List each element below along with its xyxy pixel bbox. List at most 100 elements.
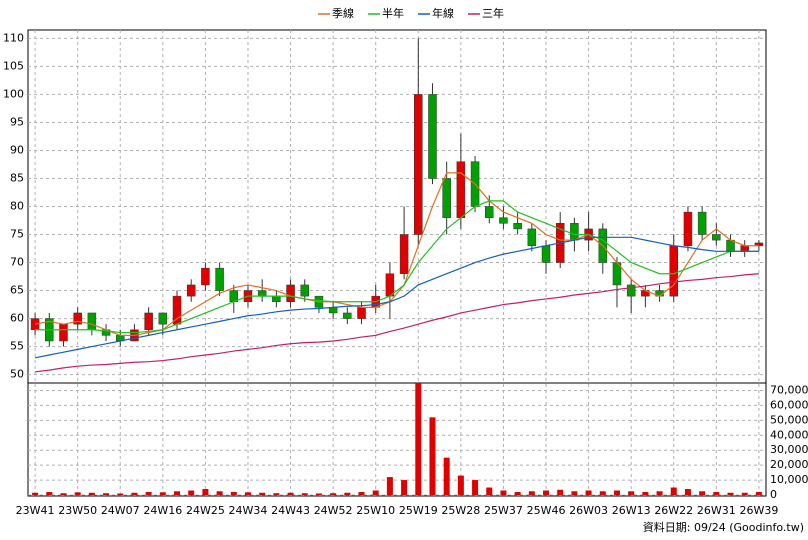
y-tick-label: 90 [10,143,24,156]
candle-body [740,245,749,252]
candle-body [456,161,466,218]
y-tick-label: 80 [10,200,24,213]
legend-label: 三年 [482,6,504,20]
candle-body [499,217,508,224]
candle-body [683,211,693,246]
volume-bar [443,457,450,495]
volume-bar [628,491,635,495]
y-tick-label: 105 [3,59,24,72]
x-tick-label: 24W34 [229,504,268,517]
y-tick-label: 50,000 [770,413,808,426]
candle-body [541,245,551,263]
candle-body [485,206,494,218]
ma-line [34,236,759,359]
candle-body [414,94,423,235]
y-tick-label: 55 [10,340,24,353]
x-tick-label: 24W16 [143,504,182,517]
volume-bar [46,492,53,495]
candle-body [399,234,409,274]
volume-bar [613,490,620,495]
volume-bar [103,493,110,495]
candle-body [73,312,82,325]
y-tick-label: 110 [3,31,24,44]
x-tick-label: 24W52 [314,504,353,517]
volume-bar [344,492,351,495]
volume-bar [585,490,592,495]
x-tick-label: 23W41 [16,504,55,517]
candle-body [328,307,338,314]
candle-body [201,267,210,286]
candle-body [697,211,707,235]
volume-bar [486,487,493,495]
x-tick-label: 26W03 [569,504,608,517]
y-tick-label: 85 [10,171,24,184]
volume-bar [684,489,691,495]
volume-bar [174,491,181,495]
volume-bar [500,490,507,495]
volume-bar [145,492,152,495]
candle-body [626,284,636,297]
y-tick-label: 95 [10,115,24,128]
x-tick-label: 26W13 [612,504,651,517]
candle-body [144,312,153,331]
volume-bar [315,493,322,495]
volume-bar [741,492,748,495]
volume-bar [401,480,408,495]
candle-body [357,307,366,319]
volume-bar [159,492,166,495]
volume-bar [287,492,294,495]
x-tick-label: 26W39 [739,504,778,517]
x-tick-label: 25W10 [356,504,395,517]
volume-bar [131,492,138,495]
candle-body [669,245,678,297]
volume-bar [330,493,337,495]
candle-body [158,312,168,325]
volume-bar [713,492,720,495]
candle-body [385,273,395,297]
volume-bar [429,417,436,495]
candle-body [186,284,196,297]
x-tick-label: 26W22 [654,504,693,517]
candle-body [343,312,352,319]
x-tick-label: 23W50 [58,504,97,517]
candle-body [215,267,224,291]
volume-bar [642,492,649,495]
volume-bar [755,492,762,495]
candle-body [300,284,309,297]
y-tick-label: 75 [10,228,24,241]
y-tick-label: 50 [10,368,24,381]
volume-bar [117,493,124,495]
volume-bar [88,492,95,495]
candle-body [428,94,437,179]
footer: 資料日期: 09/24 (Goodinfo.tw) [643,520,804,534]
legend-label: 半年 [382,6,404,20]
y-tick-label: 100 [3,87,24,100]
volume-bar [358,492,365,495]
x-tick-label: 25W19 [399,504,438,517]
volume-bar [386,477,393,495]
volume-bar [656,491,663,495]
x-tick-label: 25W37 [484,504,523,517]
volume-bar [60,493,67,495]
candle-body [442,178,451,218]
candle-body [513,223,522,230]
candle-body [570,223,579,241]
y-tick-label: 70,000 [770,383,808,396]
y-tick-label: 60 [10,312,24,325]
legend-label: 季線 [332,6,354,20]
x-tick-label: 24W43 [271,504,310,517]
candle-body [257,290,267,297]
volume-bar [727,492,734,495]
volume-bar [670,487,677,495]
volume-bar [699,491,706,495]
y-tick-label: 65 [10,284,24,297]
volume-bar [273,493,280,495]
volume-bar [216,491,223,495]
volume-bar [188,490,195,495]
volume-bar [457,475,464,495]
x-tick-label: 25W28 [441,504,480,517]
y-tick-label: 60,000 [770,398,808,411]
candle-body [286,284,295,303]
volume-bar [74,492,81,495]
